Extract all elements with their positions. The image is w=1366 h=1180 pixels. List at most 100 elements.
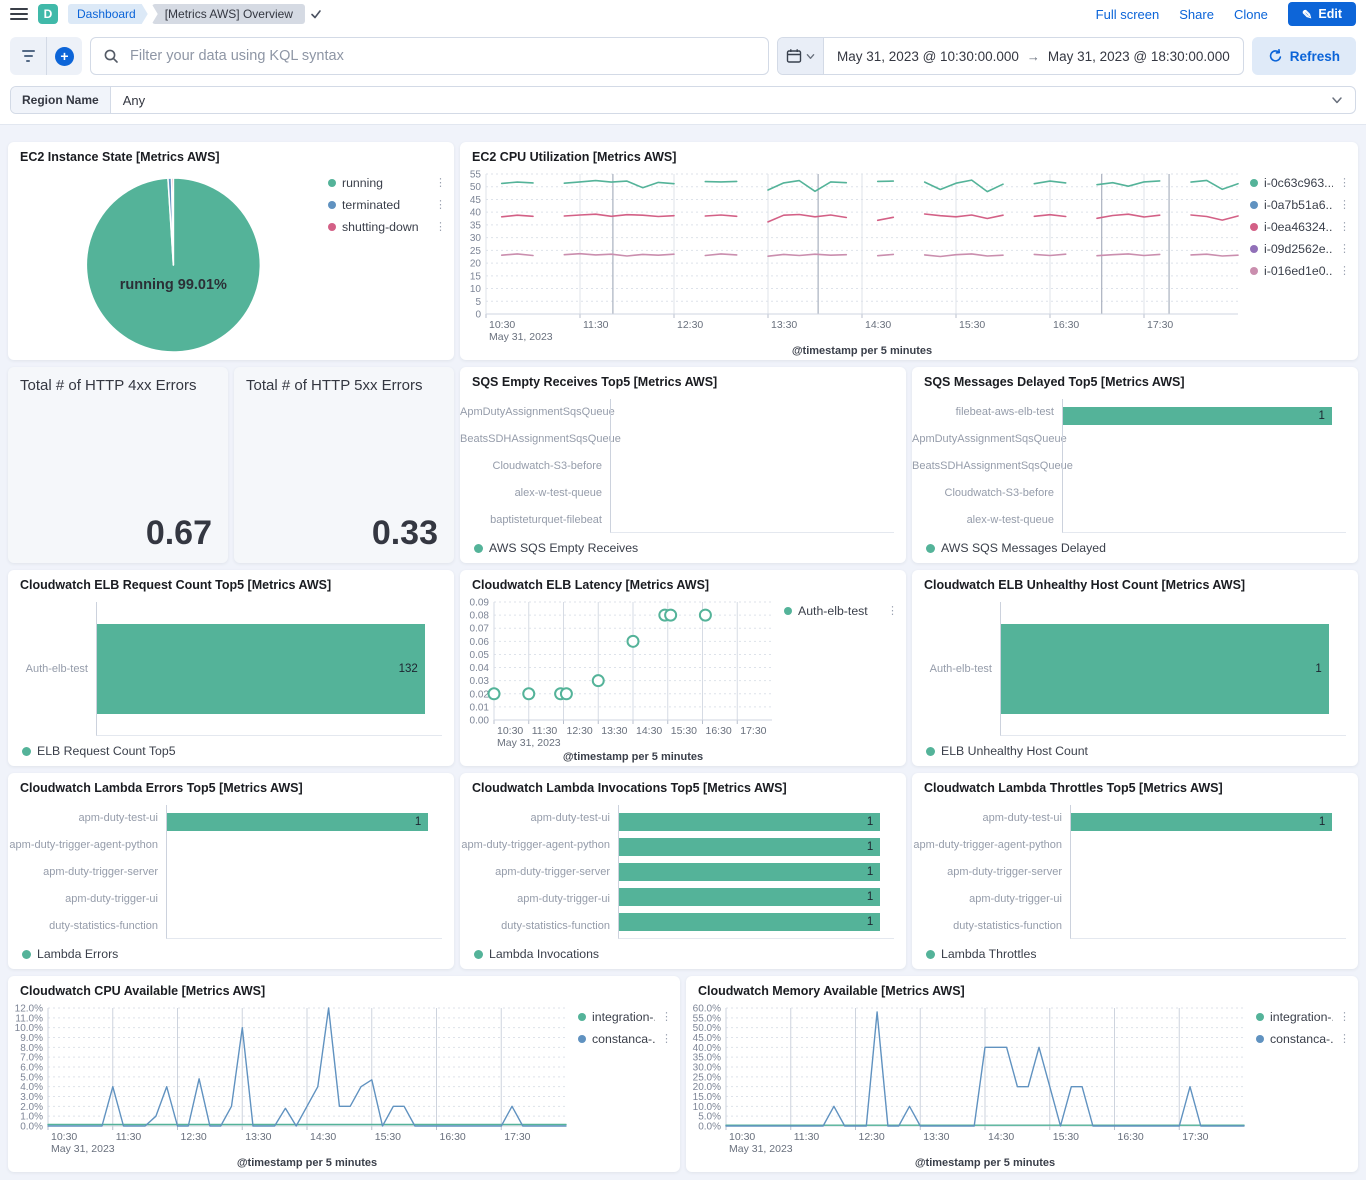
legend-item-menu-icon[interactable]: ⋮ (1339, 242, 1350, 255)
bar[interactable]: 1 (619, 887, 881, 906)
legend-item[interactable]: i-016ed1e0... ⋮ (1250, 264, 1350, 278)
legend-item-label: running (342, 176, 384, 190)
svg-text:20.0%: 20.0% (693, 1082, 721, 1093)
date-from[interactable]: May 31, 2023 @ 10:30:00.000 (837, 48, 1019, 64)
legend-item[interactable]: shutting-down ⋮ (328, 220, 446, 234)
legend-item-menu-icon[interactable]: ⋮ (887, 604, 898, 617)
panel-memory-available: Cloudwatch Memory Available [Metrics AWS… (686, 976, 1358, 1172)
hbar-category-label: apm-duty-trigger-agent-python (461, 839, 610, 852)
clone-link[interactable]: Clone (1233, 6, 1268, 22)
region-filter[interactable]: Region Name Any (10, 86, 1356, 114)
legend-item-menu-icon[interactable]: ⋮ (435, 220, 446, 233)
bar[interactable]: 1 (619, 912, 881, 931)
dashboard: EC2 Instance State [Metrics AWS] running… (0, 125, 1366, 1180)
legend-item-menu-icon[interactable]: ⋮ (1339, 176, 1350, 189)
legend-item[interactable]: running ⋮ (328, 176, 446, 190)
pie-chart: running 99.01% running ⋮ terminated ⋮ shuttin… (8, 166, 454, 360)
svg-text:35: 35 (470, 220, 482, 231)
hbar-category-labels: apm-duty-test-ui apm-duty-trigger-agent-p… (460, 805, 618, 939)
bar[interactable]: 132 (97, 623, 425, 714)
svg-text:11:30: 11:30 (116, 1131, 142, 1143)
hbar-bars: 1 (1062, 399, 1346, 533)
scatter-plot: 0.00 0.01 0.02 0.03 0.04 0.05 0.06 0.07 0.08 0.09… (470, 598, 772, 763)
bar[interactable]: 1 (619, 837, 881, 856)
check-icon (311, 10, 321, 19)
edit-button[interactable]: ✎ Edit (1287, 2, 1356, 26)
svg-text:13:30: 13:30 (601, 725, 627, 737)
legend-item[interactable]: i-0c63c963... ⋮ (1250, 176, 1350, 190)
menu-icon[interactable] (10, 8, 28, 20)
legend-item[interactable]: constanca-... ⋮ (578, 1032, 672, 1046)
svg-text:12.0%: 12.0% (15, 1004, 43, 1015)
breadcrumb-dashboard[interactable]: Dashboard (68, 4, 148, 24)
bar[interactable]: 1 (167, 812, 429, 831)
bar[interactable]: 1 (1001, 623, 1329, 714)
panel-sqs-messages-delayed: SQS Messages Delayed Top5 [Metrics AWS] … (912, 367, 1358, 563)
legend-item[interactable]: i-0ea46324... ⋮ (1250, 220, 1350, 234)
legend-item[interactable]: integration-... ⋮ (578, 1010, 672, 1024)
legend-item[interactable]: terminated ⋮ (328, 198, 446, 212)
svg-text:10: 10 (470, 284, 482, 295)
legend-item-menu-icon[interactable]: ⋮ (435, 176, 446, 189)
legend-item-menu-icon[interactable]: ⋮ (1339, 198, 1350, 211)
breadcrumb-current[interactable]: [Metrics AWS] Overview (151, 4, 305, 24)
svg-text:5.0%: 5.0% (20, 1072, 43, 1083)
legend-item-menu-icon[interactable]: ⋮ (661, 1032, 672, 1045)
calendar-button[interactable] (778, 38, 825, 74)
hbar-category-label: filebeat-aws-elb-test (955, 406, 1054, 419)
legend-item[interactable]: Lambda Throttles (926, 947, 1036, 961)
hbar-category-label: apm-duty-trigger-server (947, 865, 1062, 878)
share-link[interactable]: Share (1179, 6, 1214, 22)
svg-text:16:30: 16:30 (706, 725, 732, 737)
metric-title: Total # of HTTP 4xx Errors (20, 377, 197, 394)
date-to[interactable]: May 31, 2023 @ 18:30:00.000 (1047, 48, 1230, 64)
full-screen-link[interactable]: Full screen (1095, 6, 1160, 22)
svg-text:60.0%: 60.0% (693, 1004, 721, 1015)
svg-text:0.02: 0.02 (470, 689, 490, 700)
legend-item[interactable]: constanca-... ⋮ (1256, 1032, 1350, 1046)
legend-item[interactable]: i-09d2562e... ⋮ (1250, 242, 1350, 256)
legend-item[interactable]: Lambda Errors (22, 947, 118, 961)
bar[interactable]: 1 (1071, 812, 1333, 831)
legend-item[interactable]: AWS SQS Empty Receives (474, 541, 638, 555)
legend-item[interactable]: Lambda Invocations (474, 947, 599, 961)
legend-item[interactable]: AWS SQS Messages Delayed (926, 541, 1106, 555)
legend-item[interactable]: Auth-elb-test ⋮ (784, 604, 898, 618)
line-plot: 0.0%1.0%2.0%3.0%4.0%5.0%6.0%7.0%8.0%9.0%… (15, 1004, 567, 1169)
filter-icon[interactable] (10, 37, 46, 75)
hbar-category-label: apm-duty-trigger-ui (517, 892, 610, 905)
legend-item-label: Lambda Invocations (489, 947, 600, 961)
legend-item-menu-icon[interactable]: ⋮ (1339, 220, 1350, 233)
panel-title: Cloudwatch Lambda Errors Top5 [Metrics A… (20, 781, 303, 795)
svg-text:10:30: 10:30 (51, 1131, 77, 1143)
legend-item-menu-icon[interactable]: ⋮ (1339, 264, 1350, 277)
refresh-button[interactable]: Refresh (1251, 37, 1356, 75)
hbar-row: 1 (619, 834, 894, 859)
kql-search-input[interactable] (128, 47, 757, 65)
hbar-category-label: BeatsSDHAssignmentSqsQueue (460, 433, 621, 446)
legend-item-menu-icon[interactable]: ⋮ (435, 198, 446, 211)
legend-item-menu-icon[interactable]: ⋮ (1339, 1010, 1350, 1023)
legend-item[interactable]: i-0a7b51a6... ⋮ (1250, 198, 1350, 212)
svg-text:17:30: 17:30 (504, 1131, 530, 1143)
kql-search-box[interactable] (90, 37, 770, 75)
legend-item-menu-icon[interactable]: ⋮ (661, 1010, 672, 1023)
avatar[interactable]: D (38, 4, 58, 24)
bar[interactable]: 1 (619, 862, 881, 881)
bar[interactable]: 1 (619, 812, 881, 831)
svg-text:12:30: 12:30 (567, 725, 593, 737)
legend-item[interactable]: ELB Request Count Top5 (22, 744, 176, 758)
svg-text:15:30: 15:30 (1053, 1131, 1079, 1143)
svg-text:0: 0 (475, 310, 481, 321)
legend-item[interactable]: ELB Unhealthy Host Count (926, 744, 1088, 758)
hbar-chart: ApmDutyAssignmentSqsQueue BeatsSDHAssignm… (460, 391, 906, 563)
svg-text:11.0%: 11.0% (15, 1013, 43, 1024)
hbar-chart: apm-duty-test-ui apm-duty-trigger-agent-p… (460, 797, 906, 969)
svg-text:16:30: 16:30 (1053, 319, 1079, 331)
panel-lambda-errors: Cloudwatch Lambda Errors Top5 [Metrics A… (8, 773, 454, 969)
legend-item-menu-icon[interactable]: ⋮ (1339, 1032, 1350, 1045)
legend-item[interactable]: integration-... ⋮ (1256, 1010, 1350, 1024)
plot-area: 0.00 0.01 0.02 0.03 0.04 0.05 0.06 0.07 0.08 0.09… (460, 594, 782, 766)
add-filter-button[interactable]: + (46, 37, 82, 75)
bar[interactable]: 1 (1063, 406, 1332, 425)
